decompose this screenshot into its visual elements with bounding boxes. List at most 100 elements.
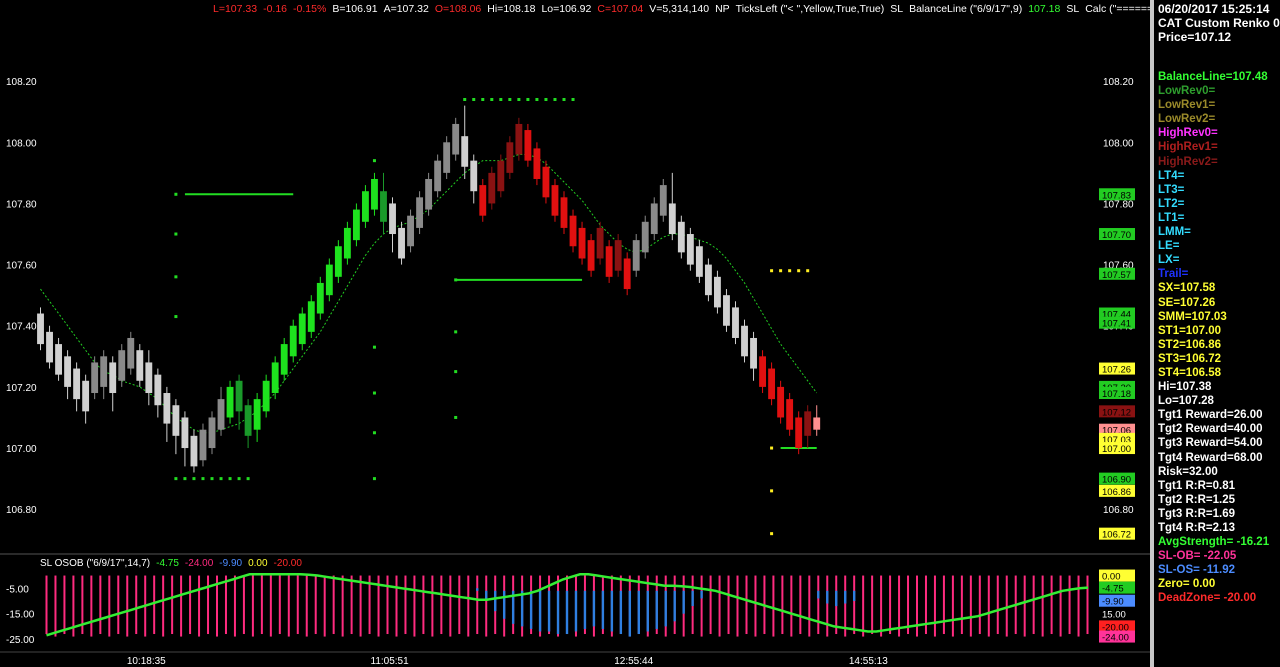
renko-bar[interactable] <box>343 221 351 265</box>
renko-bar[interactable] <box>732 301 739 345</box>
renko-bar[interactable] <box>46 325 53 369</box>
renko-bar[interactable] <box>55 337 62 381</box>
bar-body <box>786 399 794 430</box>
renko-bar[interactable] <box>714 270 721 314</box>
osob-bars[interactable] <box>45 575 1089 637</box>
renko-bar[interactable] <box>533 142 541 186</box>
renko-bar[interactable] <box>768 362 776 406</box>
renko-bar[interactable] <box>37 307 44 351</box>
renko-bar[interactable] <box>316 276 324 320</box>
renko-bar[interactable] <box>118 344 126 387</box>
renko-bar[interactable] <box>262 374 270 418</box>
renko-bar[interactable] <box>452 117 460 161</box>
renko-bar[interactable] <box>199 423 207 467</box>
renko-bar[interactable] <box>686 227 694 271</box>
renko-bar[interactable] <box>371 172 378 216</box>
renko-bar[interactable] <box>380 172 387 235</box>
renko-bar[interactable] <box>154 368 162 418</box>
renko-bar[interactable] <box>181 411 189 467</box>
renko-bar[interactable] <box>578 221 586 265</box>
renko-bars[interactable] <box>37 105 821 473</box>
renko-bar[interactable] <box>515 117 523 161</box>
renko-bar[interactable] <box>632 234 640 277</box>
renko-bar[interactable] <box>325 258 333 302</box>
signal-dot <box>228 477 232 481</box>
renko-bar[interactable] <box>100 350 108 400</box>
renko-bar[interactable] <box>813 405 821 436</box>
renko-bar[interactable] <box>506 136 514 179</box>
renko-bar[interactable] <box>723 289 730 332</box>
bar-body <box>641 221 649 253</box>
renko-bar[interactable] <box>569 209 577 253</box>
renko-bar[interactable] <box>704 258 712 302</box>
renko-bar[interactable] <box>136 344 144 387</box>
renko-bar[interactable] <box>145 350 153 406</box>
renko-bar[interactable] <box>623 252 631 296</box>
renko-bar[interactable] <box>488 166 496 210</box>
renko-bar[interactable] <box>398 221 405 265</box>
renko-bar[interactable] <box>497 154 505 198</box>
renko-bar[interactable] <box>668 172 676 241</box>
renko-bar[interactable] <box>226 380 234 424</box>
renko-bar[interactable] <box>795 411 803 455</box>
renko-bar[interactable] <box>172 399 180 455</box>
renko-bar[interactable] <box>650 197 658 241</box>
renko-bar[interactable] <box>352 203 360 247</box>
renko-bar[interactable] <box>542 160 550 204</box>
renko-bar[interactable] <box>163 386 171 442</box>
renko-bar[interactable] <box>786 393 794 436</box>
renko-bar[interactable] <box>587 234 595 277</box>
renko-bar[interactable] <box>470 154 478 204</box>
renko-bar[interactable] <box>235 374 243 430</box>
renko-bar[interactable] <box>91 356 99 400</box>
renko-bar[interactable] <box>677 215 685 259</box>
renko-bar[interactable] <box>244 399 252 449</box>
renko-bar[interactable] <box>605 240 613 283</box>
renko-bar[interactable] <box>551 178 559 222</box>
renko-bar[interactable] <box>425 172 433 216</box>
renko-bar[interactable] <box>389 197 396 253</box>
bar-body <box>226 386 234 418</box>
signal-dot <box>517 97 521 101</box>
renko-bar[interactable] <box>109 356 117 412</box>
renko-bar[interactable] <box>416 191 424 235</box>
renko-bar[interactable] <box>190 429 198 473</box>
renko-bar[interactable] <box>362 185 369 228</box>
info-line: SE=107.26 <box>1158 296 1216 309</box>
renko-bar[interactable] <box>641 215 649 259</box>
renko-bar[interactable] <box>614 234 622 277</box>
renko-bar[interactable] <box>741 319 748 363</box>
renko-bar[interactable] <box>73 362 81 412</box>
renko-bar[interactable] <box>307 295 315 338</box>
renko-bar[interactable] <box>777 380 785 424</box>
renko-bar[interactable] <box>298 307 306 351</box>
renko-bar[interactable] <box>253 393 261 442</box>
renko-bar[interactable] <box>289 319 297 363</box>
renko-bar[interactable] <box>64 350 72 400</box>
renko-bar[interactable] <box>596 221 604 265</box>
renko-bar[interactable] <box>271 356 279 400</box>
renko-bar[interactable] <box>127 331 135 375</box>
renko-bar[interactable] <box>208 411 216 455</box>
renko-bar[interactable] <box>334 240 342 283</box>
renko-bar[interactable] <box>280 337 288 381</box>
value-label-bg <box>1099 387 1135 400</box>
renko-bar[interactable] <box>479 178 487 222</box>
renko-bar[interactable] <box>659 178 667 222</box>
renko-bar[interactable] <box>524 123 532 167</box>
renko-bar[interactable] <box>82 374 90 424</box>
renko-bar[interactable] <box>434 154 442 198</box>
renko-bar[interactable] <box>461 105 469 179</box>
renko-bar[interactable] <box>217 386 225 436</box>
renko-bar[interactable] <box>407 209 414 253</box>
bar-body <box>677 221 685 253</box>
bar-body <box>623 258 631 290</box>
renko-bar[interactable] <box>759 350 766 394</box>
renko-bar[interactable] <box>695 240 703 283</box>
renko-bar[interactable] <box>443 136 451 179</box>
renko-bar[interactable] <box>750 331 757 381</box>
renko-bar[interactable] <box>560 191 568 235</box>
bar-body <box>569 215 577 247</box>
renko-bar[interactable] <box>804 405 812 449</box>
